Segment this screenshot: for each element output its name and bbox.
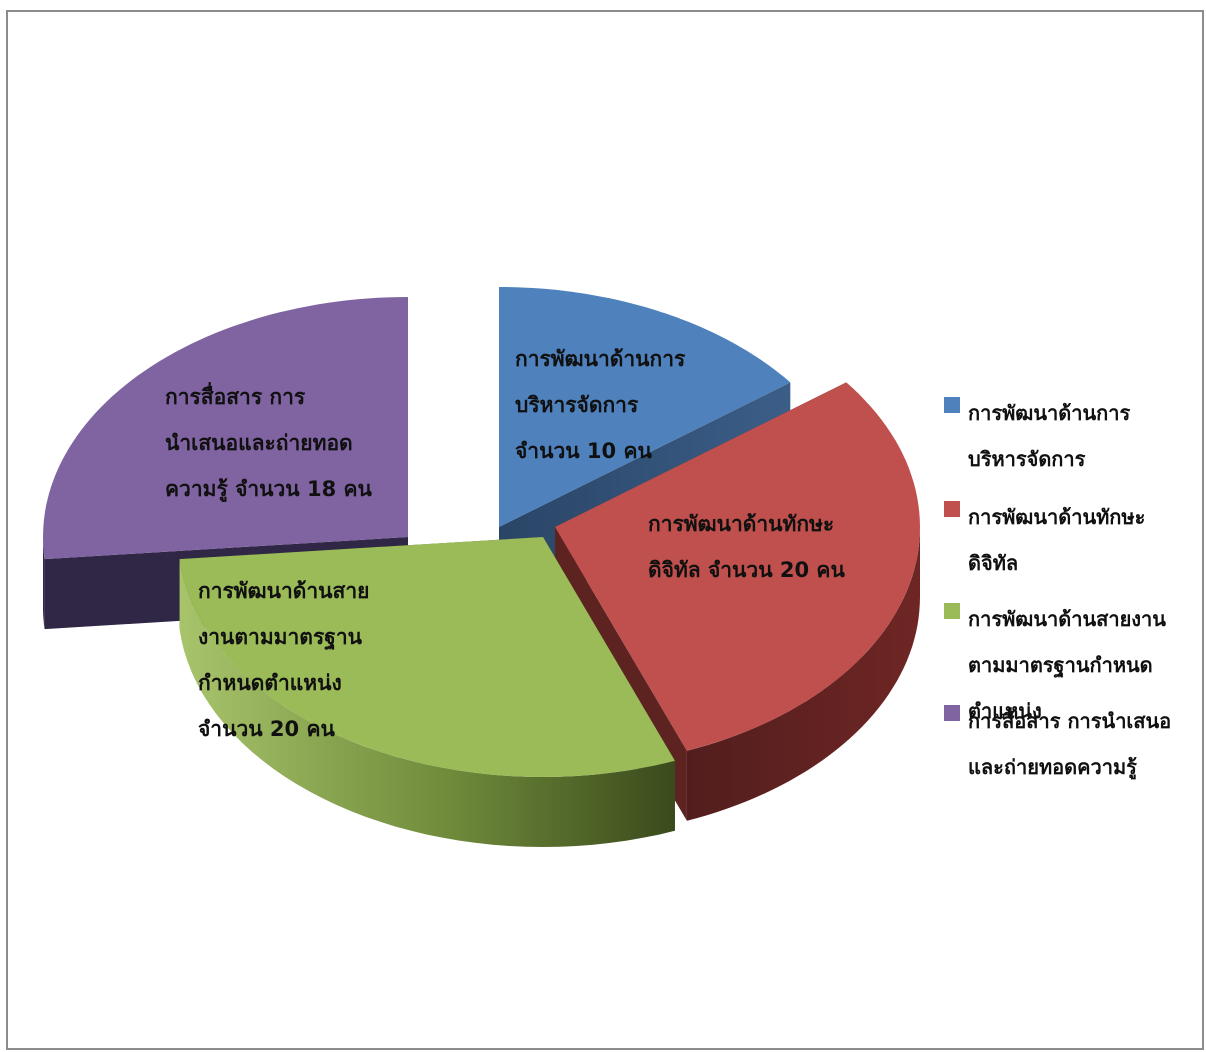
data-label-communication: การสื่อสาร การ นำเสนอและถ่ายทอด ความรู้ … (165, 385, 372, 501)
pie-slice-digital-skills-side (686, 527, 920, 821)
pie-slice-communication-side (43, 537, 45, 630)
pie-slice-communication-top (43, 297, 408, 560)
pie-slice-digital-skills-top (555, 382, 920, 751)
pie-chart (43, 287, 920, 847)
chart-area: การพัฒนาด้านการ บริหารจัดการ จำนวน 10 คน… (6, 10, 1204, 1050)
pie-slice-career-standards-top (179, 537, 675, 777)
data-label-career-standards: การพัฒนาด้านสาย งานตามมาตรฐาน กำหนดตำแหน… (198, 579, 370, 741)
legend-swatch (944, 501, 960, 517)
pie-slice-career-standards-side (179, 559, 675, 847)
pie-slice-career-standards (179, 537, 675, 847)
data-label-digital-skills: การพัฒนาด้านทักษะ ดิจิทัล จำนวน 20 คน (648, 512, 845, 582)
legend-swatch (944, 705, 960, 721)
legend-swatch (944, 397, 960, 413)
data-label-management: การพัฒนาด้านการ บริหารจัดการ จำนวน 10 คน (515, 347, 686, 463)
legend-swatch (944, 603, 960, 619)
pie-slice-management-top (499, 287, 791, 527)
